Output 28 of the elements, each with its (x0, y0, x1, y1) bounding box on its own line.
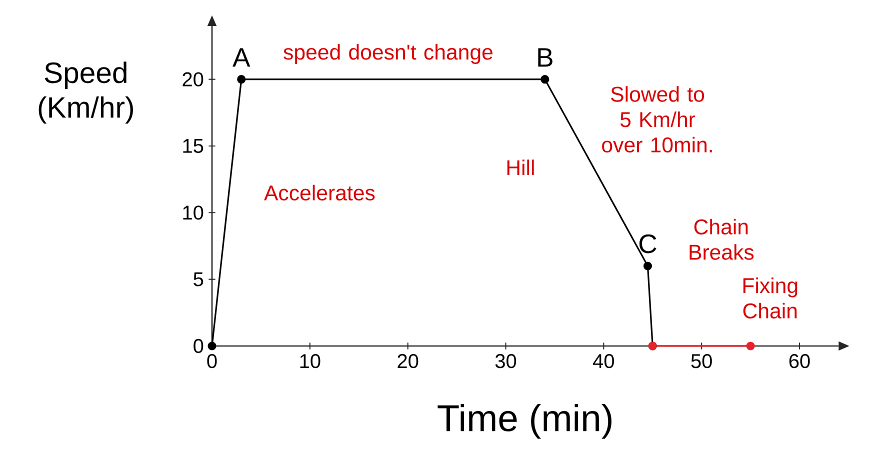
y-tick-label: 10 (183, 206, 204, 220)
annotation: Hill (507, 160, 534, 176)
annotation: A (232, 48, 250, 67)
point (208, 342, 216, 350)
point (237, 75, 246, 84)
annotation: C (639, 234, 656, 254)
y-tick-label: 20 (182, 72, 204, 86)
x-tick-label: 20 (398, 354, 418, 368)
y-tick-label: 0 (194, 338, 204, 354)
annotation: B (538, 48, 552, 67)
x-tick-label: 10 (300, 354, 320, 368)
annotation: Accelerates (264, 184, 375, 200)
x-tick-label: 40 (593, 354, 614, 368)
x-axis-title: Time (min) (438, 404, 612, 439)
point (540, 75, 550, 84)
y-axis-title: Speed (Km/hr) (38, 62, 133, 124)
annotation: Fixing Chain (743, 277, 798, 318)
annotation: speed doesn't change (284, 44, 492, 64)
y-tick-label: 15 (183, 139, 204, 153)
x-tick-label: 50 (691, 354, 712, 368)
y-tick-label: 5 (194, 272, 204, 286)
annotation: Slowed to 5 Km/hr over 10min. (602, 86, 712, 152)
point (643, 262, 652, 270)
x-tick-label: 30 (495, 354, 516, 368)
annotation: Chain Breaks (690, 218, 754, 260)
point (746, 342, 755, 350)
x-tick-label: 0 (207, 354, 217, 368)
x-tick-label: 60 (789, 354, 810, 368)
